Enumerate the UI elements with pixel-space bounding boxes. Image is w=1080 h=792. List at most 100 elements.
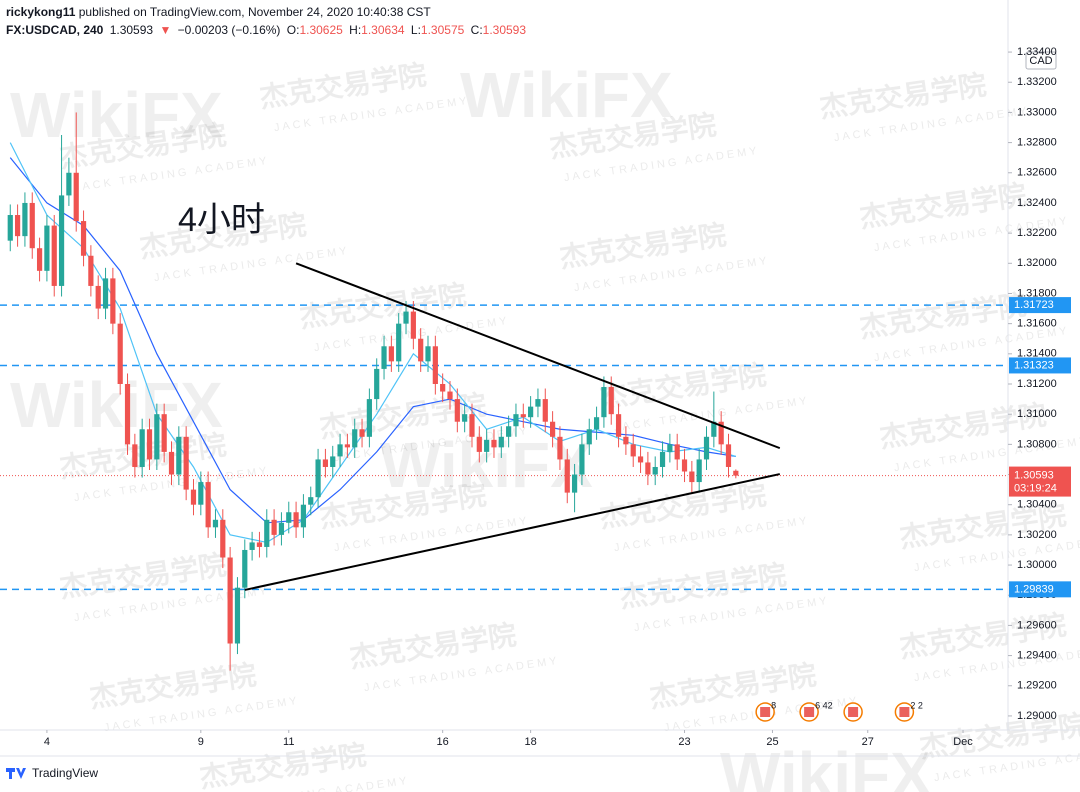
candle-body — [447, 391, 453, 400]
candle-body — [623, 436, 629, 445]
candle-body — [300, 504, 307, 528]
candle-body — [36, 248, 43, 271]
candle-body — [689, 471, 695, 483]
candle-body — [293, 512, 299, 528]
level-label: 1.29839 — [1014, 583, 1054, 595]
ohlc-value: 1.30575 — [420, 23, 465, 37]
x-tick-label: 16 — [437, 736, 449, 748]
candle-body — [432, 346, 438, 384]
candle-body — [440, 384, 446, 392]
ohlc-label: O: — [286, 23, 300, 37]
candle-body — [132, 444, 138, 467]
candle-body — [484, 439, 490, 452]
currency: CAD — [1029, 55, 1052, 67]
trendline — [244, 473, 781, 591]
candle-body — [220, 519, 226, 558]
currency-box — [1025, 51, 1057, 70]
candle-body — [506, 426, 512, 437]
candle-body — [154, 414, 160, 460]
symbol-line: FX:USDCAD, 240 1.30593 ▼ −0.00203 (−0.16… — [6, 23, 529, 37]
candle-body — [190, 489, 197, 505]
level-label-box — [1009, 297, 1071, 314]
candle-body — [615, 414, 622, 437]
candle-body — [161, 414, 167, 452]
candle-body — [454, 399, 460, 422]
footer-brand: TradingView — [32, 766, 98, 780]
candle-body — [520, 414, 526, 418]
candle-body — [117, 323, 123, 384]
candle-body — [44, 225, 50, 271]
event-flag — [848, 707, 859, 717]
candle-body — [308, 497, 314, 505]
candle-body — [58, 195, 65, 286]
candle-body — [425, 346, 431, 362]
candle-body — [198, 482, 204, 505]
watermark: WikiFX — [460, 59, 673, 131]
candle-body — [73, 172, 79, 222]
candle-body — [513, 414, 519, 427]
y-tick-label: 1.33200 — [1017, 76, 1057, 88]
level-label-box — [1009, 581, 1071, 598]
candle-body — [183, 436, 189, 490]
y-tick-label: 1.31600 — [1017, 318, 1057, 330]
candle-body — [725, 444, 732, 467]
header-line: rickykong11 published on TradingView.com… — [6, 5, 434, 19]
y-tick-label: 1.31800 — [1017, 287, 1057, 299]
candle-body — [286, 512, 292, 523]
candle-body — [418, 338, 424, 362]
candle-body — [630, 444, 636, 457]
candle-body — [168, 451, 175, 475]
candle-body — [176, 436, 182, 475]
x-tick-label: 25 — [766, 736, 778, 748]
candle-body — [322, 459, 329, 467]
candle-body — [535, 399, 541, 407]
ohlc-label: L: — [410, 23, 421, 37]
candle-body — [410, 311, 416, 339]
candle-body — [256, 542, 263, 547]
candle-body — [550, 421, 556, 437]
candle-body — [403, 311, 409, 324]
candle-body — [205, 482, 211, 528]
candle-body — [396, 323, 402, 362]
candle-body — [571, 474, 578, 493]
y-tick-label: 1.29600 — [1017, 619, 1057, 631]
candle-body — [227, 557, 233, 644]
y-tick-label: 1.32000 — [1017, 257, 1057, 269]
y-tick-label: 1.31000 — [1017, 408, 1057, 420]
event-flag — [804, 707, 815, 717]
candle-body — [462, 414, 468, 422]
candle-body — [498, 436, 504, 448]
x-tick-label: Dec — [953, 736, 973, 748]
ohlc-value: 1.30634 — [361, 23, 405, 37]
candle-body — [381, 346, 387, 369]
candle-body — [469, 414, 475, 437]
last-price-label: 1.30593 — [1014, 469, 1054, 481]
level-label: 1.31723 — [1014, 299, 1054, 311]
event-flag — [899, 707, 910, 717]
ohlc-label: H: — [349, 23, 362, 37]
candle-body — [637, 456, 644, 463]
published: published on TradingView.com, November 2… — [78, 5, 431, 19]
watermark: WikiFX — [10, 369, 223, 441]
candle-body — [696, 459, 702, 483]
change: −0.00203 (−0.16%) — [177, 23, 281, 37]
candle-body — [315, 459, 321, 498]
candle-body — [718, 421, 724, 445]
candle-body — [51, 225, 57, 286]
candle-body — [352, 429, 358, 448]
y-tick-label: 1.33000 — [1017, 106, 1057, 118]
candle-body — [7, 215, 13, 241]
candle-body — [593, 417, 600, 430]
x-tick-label: 9 — [198, 736, 204, 748]
candle-body — [29, 202, 35, 249]
event-label: 6 42 — [815, 700, 833, 710]
candle-body — [278, 522, 285, 535]
candle-body — [652, 466, 658, 475]
y-tick-label: 1.31400 — [1017, 348, 1057, 360]
change-arrow: ▼ — [159, 23, 172, 37]
candle-body — [586, 429, 592, 445]
candle-body — [22, 202, 28, 237]
candle-body — [667, 444, 673, 452]
